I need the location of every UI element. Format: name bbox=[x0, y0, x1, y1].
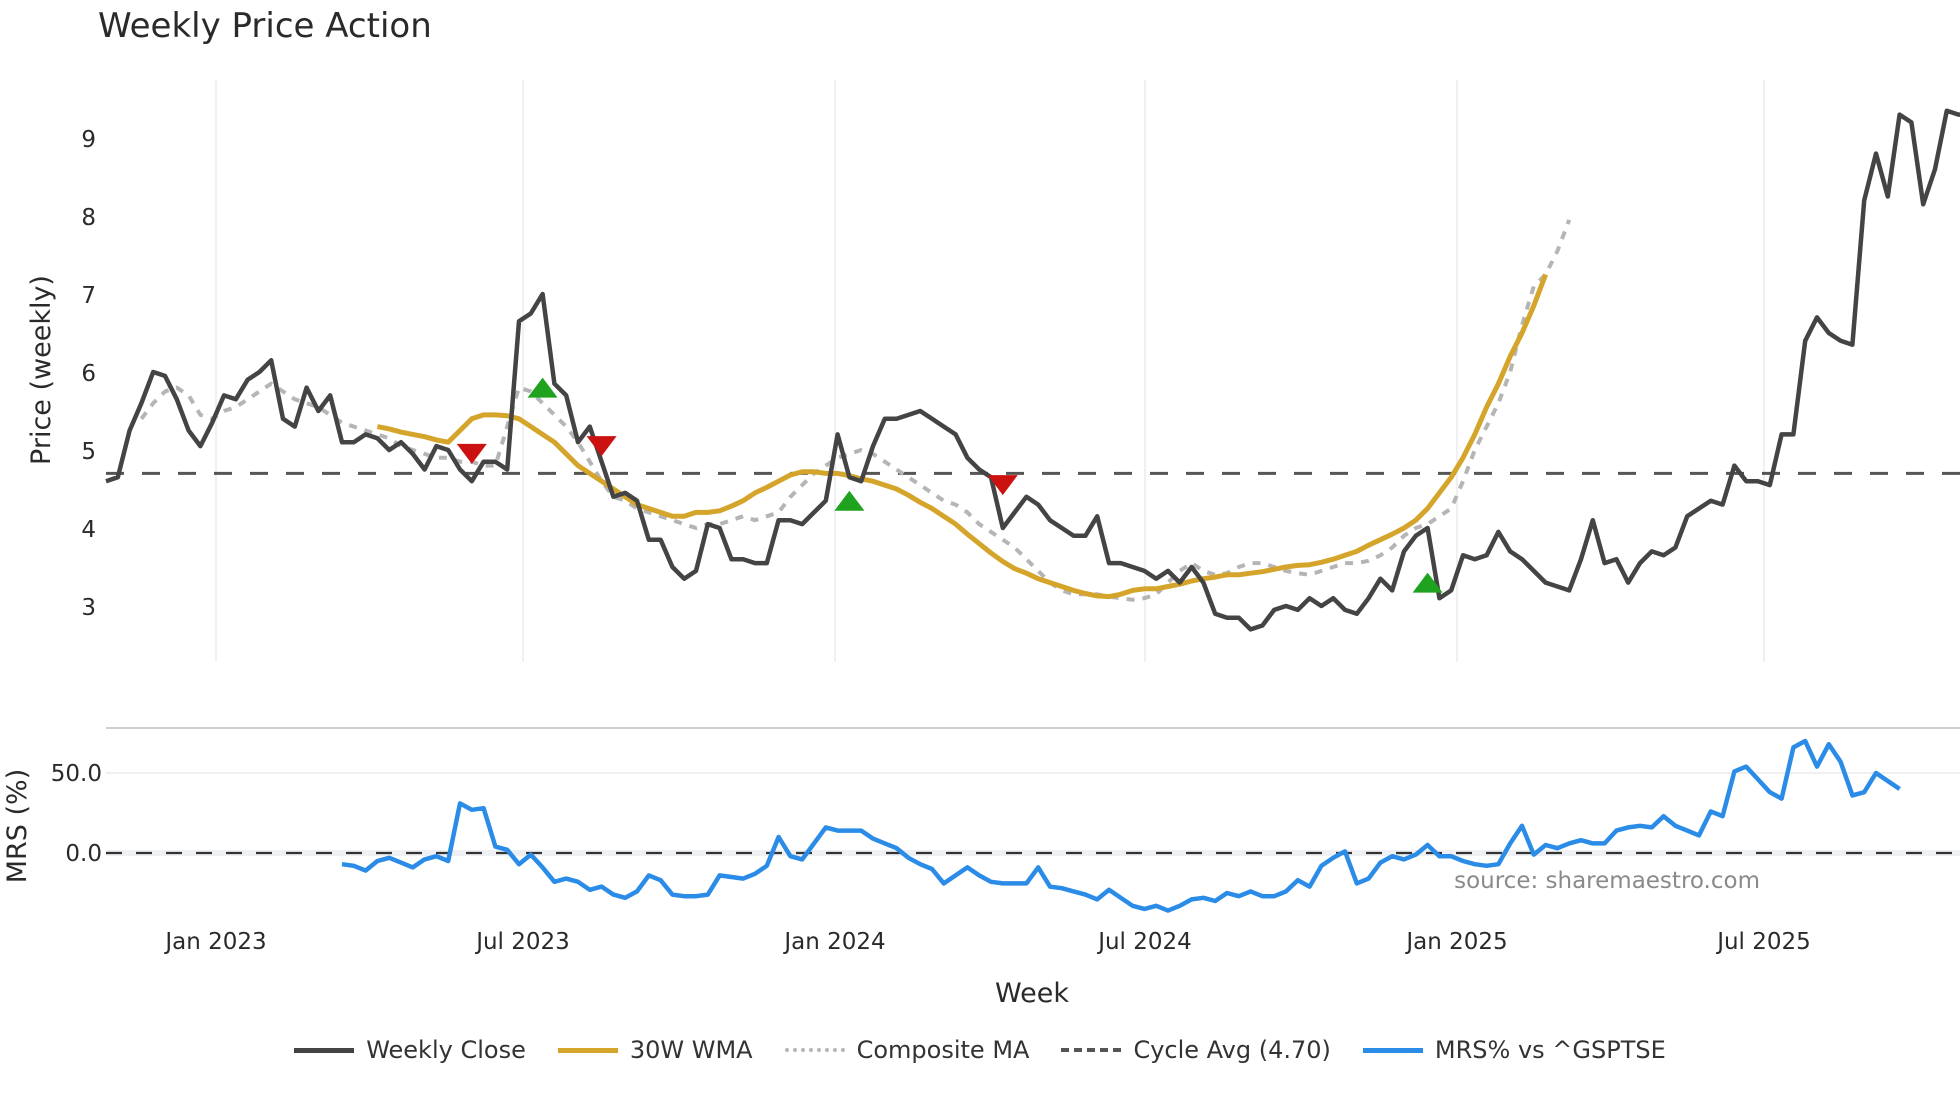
composite-ma-line bbox=[139, 219, 1572, 602]
y-tick-label: 6 bbox=[81, 361, 96, 387]
chart-title: Weekly Price Action bbox=[98, 6, 432, 46]
sell-signal-triangle-icon bbox=[586, 436, 617, 457]
mrs-tick-label: 0.0 bbox=[65, 841, 102, 867]
legend-item-30w-wma[interactable]: 30W WMA bbox=[557, 1036, 753, 1064]
y-tick-label: 9 bbox=[81, 127, 96, 153]
y-tick-label: 8 bbox=[81, 205, 96, 231]
legend-swatch-wma-icon bbox=[557, 1047, 618, 1053]
legend-label: 30W WMA bbox=[629, 1036, 753, 1064]
x-tick-label: Jul 2024 bbox=[1096, 929, 1192, 955]
legend-label: Weekly Close bbox=[366, 1036, 526, 1064]
wma-line bbox=[376, 273, 1548, 600]
sell-signal-triangle-icon bbox=[456, 443, 487, 464]
buy-signal-triangle-icon bbox=[1412, 572, 1443, 593]
legend-swatch-close-icon bbox=[294, 1047, 355, 1053]
legend-item-composite-ma[interactable]: Composite MA bbox=[784, 1036, 1030, 1064]
x-tick-label: Jan 2025 bbox=[1404, 929, 1507, 955]
sell-signal-triangle-icon bbox=[987, 475, 1018, 496]
x-tick-label: Jan 2023 bbox=[163, 929, 266, 955]
legend-label: Composite MA bbox=[856, 1036, 1030, 1064]
mrs-line bbox=[341, 738, 1901, 913]
buy-signal-triangle-icon bbox=[834, 490, 865, 511]
legend-item-cycle-avg[interactable]: Cycle Avg (4.70) bbox=[1061, 1036, 1331, 1064]
y-tick-label: 3 bbox=[81, 595, 96, 621]
y-tick-label: 4 bbox=[81, 517, 96, 543]
legend-swatch-cycle-icon bbox=[1061, 1048, 1122, 1052]
mrs-tick-label: 50.0 bbox=[51, 761, 102, 787]
y-axis-title: Price (weekly) bbox=[26, 275, 57, 465]
mrs-axis-title: MRS (%) bbox=[2, 769, 33, 884]
legend: Weekly Close 30W WMA Composite MA Cycle … bbox=[0, 1036, 1960, 1064]
buy-signal-triangle-icon bbox=[527, 377, 558, 398]
source-note: source: sharemaestro.com bbox=[1454, 868, 1760, 894]
x-axis-title: Week bbox=[995, 978, 1069, 1009]
legend-item-mrs[interactable]: MRS% vs ^GSPTSE bbox=[1362, 1036, 1666, 1064]
x-tick-label: Jan 2024 bbox=[782, 929, 885, 955]
weekly-close-line bbox=[105, 108, 1960, 632]
x-tick-label: Jul 2023 bbox=[474, 929, 570, 955]
legend-item-weekly-close[interactable]: Weekly Close bbox=[294, 1036, 526, 1064]
legend-swatch-mrs-icon bbox=[1362, 1047, 1423, 1053]
y-tick-label: 5 bbox=[81, 439, 96, 465]
legend-swatch-composite-icon bbox=[784, 1048, 845, 1052]
legend-label: Cycle Avg (4.70) bbox=[1133, 1036, 1331, 1064]
y-tick-label: 7 bbox=[81, 283, 96, 309]
legend-label: MRS% vs ^GSPTSE bbox=[1434, 1036, 1666, 1064]
x-tick-label: Jul 2025 bbox=[1715, 929, 1811, 955]
